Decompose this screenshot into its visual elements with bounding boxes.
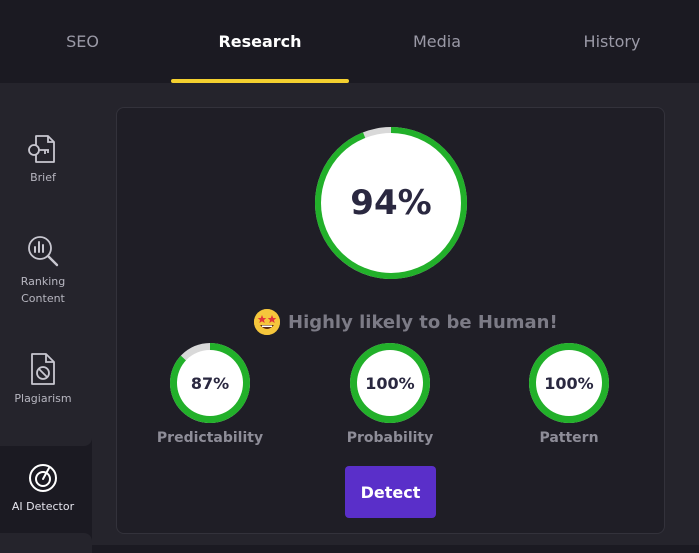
tab-media[interactable]: Media [412, 32, 462, 51]
star-eyes-emoji-icon [254, 309, 280, 335]
detect-button[interactable]: Detect [345, 466, 436, 518]
sidebar-item-label: Ranking Content [20, 275, 66, 305]
sidebar-item-label: Plagiarism [14, 392, 72, 405]
probability-label: Probability [346, 430, 434, 446]
verdict-row: Highly likely to be Human! [254, 307, 558, 337]
ranking-chart-search-icon [28, 236, 59, 267]
ai-detector-icon [29, 464, 57, 492]
verdict-text: Highly likely to be Human! [288, 311, 558, 333]
brief-key-icon [28, 135, 55, 163]
predictability-label: Predictability [156, 430, 264, 446]
probability-score: 100% [365, 373, 415, 393]
overall-score-gauge [315, 127, 467, 279]
sidebar-item-label: Brief [30, 171, 56, 184]
top-tab-bar: SEO Research Media History [0, 0, 699, 83]
tab-seo[interactable]: SEO [66, 32, 99, 51]
overall-score-ring: 94% [309, 121, 473, 285]
sidebar-item-label: AI Detector [11, 500, 75, 513]
metric-ring-predictability: 87% [170, 343, 250, 423]
sidebar-item-ranking-content[interactable]: Ranking Content [0, 233, 86, 307]
tab-history[interactable]: History [583, 32, 641, 51]
sidebar-item-brief[interactable]: Brief [0, 133, 86, 186]
metric-ring-probability: 100% [350, 343, 430, 423]
tab-research[interactable]: Research [218, 32, 302, 51]
active-tab-indicator [171, 79, 349, 83]
predictability-score: 87% [190, 373, 230, 393]
sidebar-item-ai-detector[interactable]: AI Detector [0, 462, 86, 515]
metric-ring-pattern: 100% [529, 343, 609, 423]
pattern-score: 100% [544, 373, 594, 393]
pattern-label: Pattern [539, 430, 599, 446]
plagiarism-document-icon [31, 353, 55, 385]
sidebar-group [0, 83, 92, 446]
overall-score-value: 94% [350, 183, 432, 223]
sidebar-item-plagiarism[interactable]: Plagiarism [0, 352, 86, 407]
sidebar-group-lower [0, 533, 92, 553]
